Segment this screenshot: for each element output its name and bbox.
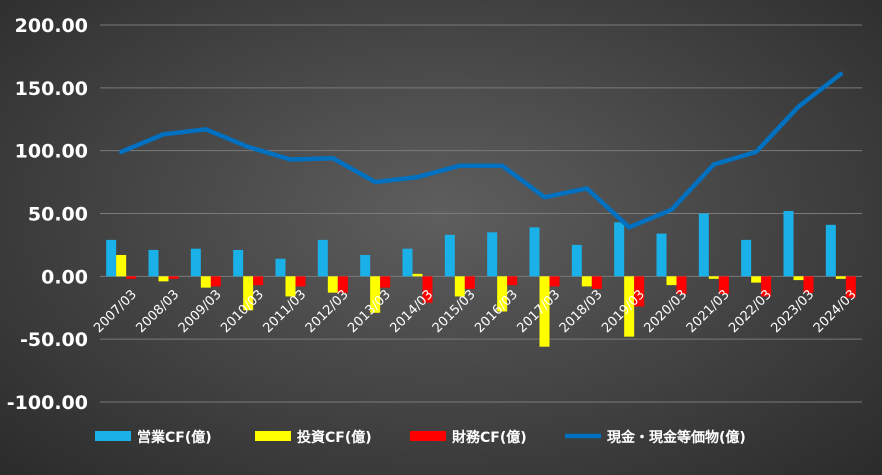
- bar-operating: [614, 222, 625, 277]
- bar-operating: [783, 210, 794, 277]
- y-tick-label: 50.00: [28, 204, 88, 226]
- bar-financing: [337, 276, 348, 293]
- bar-financing: [464, 276, 475, 289]
- x-tick-label: 2016/03: [472, 287, 521, 336]
- bar-operating: [106, 239, 117, 277]
- x-tick-label: 2014/03: [388, 287, 437, 336]
- bar-operating: [825, 224, 836, 277]
- y-tick-label: 0.00: [41, 266, 88, 288]
- bar-investing: [158, 276, 169, 282]
- bar-financing: [253, 276, 264, 286]
- bar-operating: [571, 244, 582, 277]
- x-tick-label: 2023/03: [769, 287, 818, 336]
- legend-swatch: [255, 431, 291, 441]
- x-tick-label: 2017/03: [515, 287, 564, 336]
- bar-operating: [529, 227, 540, 277]
- x-tick-label: 2015/03: [430, 287, 479, 336]
- bar-investing: [370, 276, 381, 313]
- x-tick-label: 2021/03: [684, 287, 733, 336]
- bar-operating: [233, 249, 244, 277]
- bar-operating: [190, 248, 201, 277]
- x-tick-label: 2020/03: [642, 287, 691, 336]
- bar-operating: [402, 248, 413, 277]
- bar-financing: [549, 276, 560, 287]
- bar-investing: [539, 276, 550, 347]
- bar-investing: [412, 273, 423, 277]
- bar-operating: [444, 234, 455, 277]
- x-tick-label: 2010/03: [218, 287, 267, 336]
- legend-label: 財務CF(億): [451, 429, 527, 446]
- bar-investing: [116, 254, 127, 277]
- x-tick-label: 2013/03: [345, 287, 394, 336]
- bar-operating: [656, 233, 667, 277]
- x-tick-label: 2018/03: [557, 287, 606, 336]
- y-tick-label: 150.00: [15, 78, 88, 100]
- bar-investing: [243, 276, 254, 311]
- cash-balance-line: [118, 71, 844, 230]
- y-tick-label: -50.00: [20, 329, 88, 351]
- legend-swatch: [410, 431, 446, 441]
- bar-financing: [845, 276, 856, 298]
- bar-financing: [126, 276, 137, 279]
- bar-financing: [380, 276, 391, 288]
- bar-investing: [793, 276, 804, 281]
- bar-financing: [210, 276, 221, 287]
- bar-investing: [666, 276, 677, 286]
- bar-financing: [168, 276, 179, 279]
- bar-investing: [200, 276, 211, 288]
- bar-investing: [497, 276, 508, 312]
- bar-investing: [285, 276, 296, 297]
- x-tick-label: 2019/03: [599, 287, 648, 336]
- bar-investing: [624, 276, 635, 337]
- y-tick-label: 200.00: [15, 15, 88, 37]
- legend-label: 投資CF(億): [297, 429, 372, 446]
- bar-financing: [591, 276, 602, 289]
- bar-financing: [295, 276, 306, 287]
- bar-operating: [317, 239, 328, 277]
- x-tick-label: 2024/03: [811, 287, 860, 336]
- bar-investing: [835, 276, 846, 279]
- x-tick-label: 2009/03: [176, 287, 225, 336]
- legend-swatch: [95, 431, 131, 441]
- bar-operating: [275, 258, 286, 277]
- bar-investing: [581, 276, 592, 287]
- x-tick-label: 2007/03: [91, 287, 140, 336]
- bar-operating: [741, 239, 752, 277]
- bar-financing: [634, 276, 645, 307]
- x-tick-label: 2011/03: [261, 287, 310, 336]
- bar-investing: [327, 276, 338, 293]
- bar-financing: [422, 276, 433, 303]
- bar-operating: [698, 213, 709, 277]
- bar-financing: [718, 276, 729, 294]
- legend-label: 営業CF(億): [137, 429, 212, 446]
- bar-investing: [454, 276, 465, 297]
- x-tick-label: 2008/03: [134, 287, 183, 336]
- legend-label: 現金・現金等価物(億): [607, 429, 746, 446]
- x-tick-label: 2012/03: [303, 287, 352, 336]
- y-tick-label: -100.00: [7, 392, 88, 414]
- bar-financing: [507, 276, 518, 286]
- bar-financing: [761, 276, 772, 297]
- bar-financing: [803, 276, 814, 293]
- bar-financing: [676, 276, 687, 294]
- bar-operating: [360, 254, 371, 277]
- bar-investing: [751, 276, 762, 283]
- bar-investing: [708, 276, 719, 279]
- bar-operating: [148, 249, 159, 277]
- x-tick-label: 2022/03: [726, 287, 775, 336]
- bar-operating: [487, 232, 498, 277]
- y-tick-label: 100.00: [15, 141, 88, 163]
